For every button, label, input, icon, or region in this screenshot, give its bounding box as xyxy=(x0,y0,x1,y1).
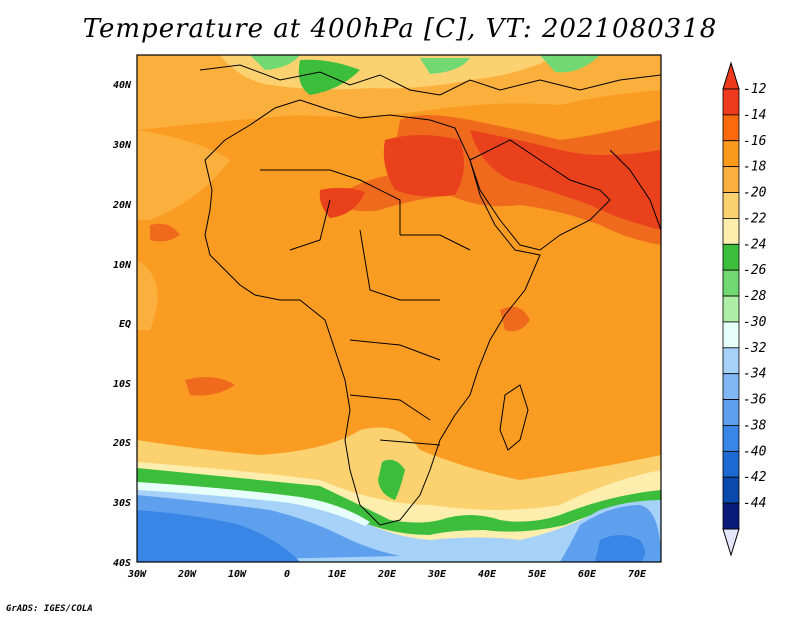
colorbar-segment xyxy=(722,192,740,219)
colorbar-label: -38 xyxy=(743,418,767,433)
country-borders xyxy=(260,169,471,446)
x-tick: 0 xyxy=(284,569,290,580)
y-tick: 10S xyxy=(113,379,131,390)
colorbar-label: -30 xyxy=(743,315,767,330)
map-frame xyxy=(136,54,662,563)
med-green-4 xyxy=(540,55,600,73)
hot-spot-west xyxy=(150,223,180,242)
coastlines xyxy=(199,64,661,526)
x-tick: 20W xyxy=(177,569,197,580)
colorbar-segment xyxy=(722,321,740,349)
colorbar-segment xyxy=(722,476,740,504)
credit-label: GrADS: IGES/COLA xyxy=(6,604,93,614)
colorbar-label: -18 xyxy=(743,160,767,175)
colorbar-label: -16 xyxy=(743,134,767,149)
x-axis: 30W 20W 10W 0 10E 20E 30E 40E 50E 60E 70… xyxy=(127,569,647,580)
colorbar-label: -20 xyxy=(743,186,767,201)
atlantic-north xyxy=(137,130,230,220)
x-tick: 40E xyxy=(478,569,497,580)
y-tick: 20N xyxy=(112,200,132,211)
cold-dark-blue xyxy=(137,510,300,562)
colorbar-segment xyxy=(722,114,740,142)
colorbar-label: -44 xyxy=(743,496,766,511)
colorbar-segment xyxy=(722,347,740,375)
colorbar-segment xyxy=(722,373,740,400)
y-tick: 40S xyxy=(113,558,131,569)
colorbar-segment xyxy=(722,88,740,116)
x-tick: 10W xyxy=(228,569,247,580)
x-tick: 20E xyxy=(377,569,397,580)
x-tick: 70E xyxy=(628,569,647,580)
map-title: Temperature at 400hPa [C], VT: 202108031… xyxy=(82,14,718,44)
x-tick: 30W xyxy=(127,569,147,580)
colorbar-label: -12 xyxy=(743,82,767,97)
cold-dark-blue-east xyxy=(595,535,645,562)
x-tick: 30E xyxy=(427,569,447,580)
green-band xyxy=(137,468,661,535)
colorbar-label: -24 xyxy=(743,237,766,252)
africa-coast xyxy=(204,99,541,526)
y-tick: 30S xyxy=(112,498,131,509)
temperature-field xyxy=(137,55,661,562)
y-tick: 40N xyxy=(113,80,132,91)
colorbar-label: -36 xyxy=(743,393,767,408)
x-tick: 10E xyxy=(328,569,347,580)
med-green-3 xyxy=(420,58,470,74)
hot-spot-atlantic xyxy=(185,376,235,396)
colorbar-label: -32 xyxy=(743,341,767,356)
colorbar-segment xyxy=(722,140,740,168)
colorbar-bottom-arrow xyxy=(722,528,740,557)
colorbar-label: -40 xyxy=(743,444,767,459)
india-coast xyxy=(609,149,661,231)
colorbar-label: -14 xyxy=(743,108,766,123)
colorbar-top-arrow xyxy=(722,61,740,90)
y-tick: 30N xyxy=(112,140,132,151)
hot-core-egypt xyxy=(383,135,464,197)
hot-core-arabia xyxy=(470,130,661,230)
colorbar-segment xyxy=(722,269,740,297)
europe-coast xyxy=(199,64,661,96)
med-green-2 xyxy=(250,55,300,70)
madagascar xyxy=(499,384,529,451)
colorbar-segment xyxy=(722,166,740,193)
hot-spot-east-africa xyxy=(500,306,530,332)
colorbar-segment xyxy=(722,218,740,245)
x-tick: 50E xyxy=(528,569,547,580)
y-tick: 10N xyxy=(113,260,132,271)
cold-cyan-band xyxy=(137,482,370,526)
colorbar-label: -26 xyxy=(743,263,767,278)
colorbar-segment xyxy=(722,450,740,478)
colorbar-segment xyxy=(722,425,740,452)
x-tick: 60E xyxy=(578,569,597,580)
y-tick: EQ xyxy=(119,319,131,330)
colorbar-segment xyxy=(722,502,740,530)
arabia-coast xyxy=(469,139,611,251)
green-plume xyxy=(378,459,405,500)
colorbar-segment xyxy=(722,243,740,271)
colorbar-label: -28 xyxy=(743,289,767,304)
hot-patch-sahara xyxy=(319,187,365,218)
med-green-1 xyxy=(298,59,360,95)
y-axis: 40N 30N 20N 10N EQ 10S 20S 30S 40S xyxy=(112,80,132,569)
colorbar-label: -22 xyxy=(743,211,767,226)
colorbar-label: -42 xyxy=(743,470,767,485)
colorbar-segment xyxy=(722,295,740,323)
colorbar-segment xyxy=(722,399,740,426)
atlantic-mid xyxy=(137,260,158,330)
y-tick: 20S xyxy=(112,438,131,449)
colorbar: -12 -14 -16 -18 -20 -22 -24 -26 -28 -30 -32 -34 -36 -… xyxy=(722,61,767,557)
colorbar-label: -34 xyxy=(743,367,766,382)
